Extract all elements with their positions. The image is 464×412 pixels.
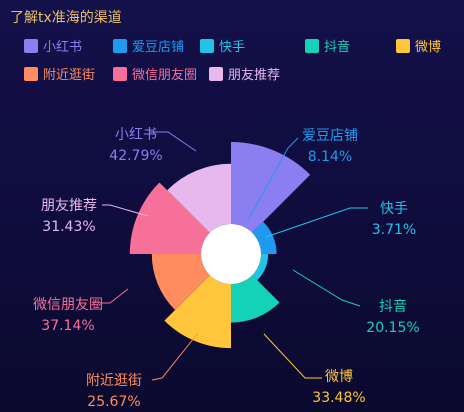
slice-value-label: 8.14% — [308, 149, 352, 165]
label-leader-line — [100, 288, 129, 304]
slice-name-label: 抖音 — [379, 298, 407, 315]
legend-item[interactable]: 快手 — [200, 36, 245, 55]
label-leader-line — [150, 131, 197, 152]
rose-sector[interactable] — [167, 163, 231, 233]
slice-value-label: 25.67% — [87, 394, 140, 410]
label-leader-line — [263, 333, 322, 379]
slice-value-label: 3.71% — [372, 222, 416, 238]
slice-value-label: 37.14% — [41, 318, 94, 334]
legend-label: 微信朋友圈 — [132, 68, 198, 83]
slice-name-label: 附近逛街 — [86, 373, 142, 389]
legend-swatch — [24, 38, 38, 53]
legend-item[interactable]: 抖音 — [305, 36, 350, 55]
slice-name-label: 微博 — [325, 368, 353, 385]
slice-name-label: 爱豆店铺 — [302, 128, 358, 144]
legend-item[interactable]: 附近逛街 — [24, 64, 95, 83]
legend-swatch — [209, 66, 223, 81]
legend-item[interactable]: 朋友推荐 — [209, 64, 280, 83]
legend-label: 附近逛街 — [43, 68, 96, 83]
legend-item[interactable]: 爱豆店铺 — [113, 36, 184, 55]
legend-swatch — [113, 38, 127, 53]
legend-swatch — [113, 66, 127, 81]
slice-name-label: 快手 — [380, 201, 408, 217]
legend-swatch — [200, 38, 214, 53]
rose-sector[interactable] — [151, 254, 210, 310]
rose-sector[interactable] — [231, 142, 311, 233]
slice-value-label: 42.79% — [109, 148, 162, 164]
legend-label: 小红书 — [43, 40, 83, 55]
slice-value-label: 31.43% — [42, 219, 95, 235]
legend-swatch — [396, 38, 410, 53]
label-leader-line — [265, 207, 368, 238]
legend-label: 抖音 — [324, 40, 351, 55]
chart-title: 了解tx准海的渠道 — [10, 10, 122, 26]
rose-sector[interactable] — [129, 182, 210, 254]
label-leader-line — [102, 204, 149, 217]
label-leader-line — [151, 332, 199, 381]
label-leader-line — [247, 137, 299, 221]
slice-value-label: 20.15% — [366, 320, 419, 336]
rose-sector[interactable] — [252, 254, 269, 281]
legend-item[interactable]: 微博 — [396, 36, 441, 55]
legend-label: 微博 — [415, 40, 442, 55]
rose-sector[interactable] — [252, 221, 277, 254]
chart-legend: 小红书 爱豆店铺 快手 抖音 微博附近逛街 微信朋友圈 朋友推荐 — [0, 0, 464, 100]
legend-label: 快手 — [219, 40, 246, 55]
legend-swatch — [305, 38, 319, 53]
legend-label: 朋友推荐 — [228, 68, 281, 83]
slice-name-label: 朋友推荐 — [41, 198, 97, 214]
slice-value-label: 33.48% — [312, 390, 365, 406]
legend-item[interactable]: 小红书 — [24, 36, 82, 55]
slice-name-label: 微信朋友圈 — [33, 297, 103, 313]
legend-swatch — [24, 66, 38, 81]
slice-name-label: 小红书 — [115, 127, 157, 143]
legend-item[interactable]: 微信朋友圈 — [113, 64, 197, 83]
center-hole — [201, 224, 261, 284]
label-leader-line — [292, 269, 361, 307]
rose-sector[interactable] — [231, 275, 280, 323]
rose-sector[interactable] — [164, 275, 231, 349]
legend-label: 爱豆店铺 — [132, 40, 185, 55]
